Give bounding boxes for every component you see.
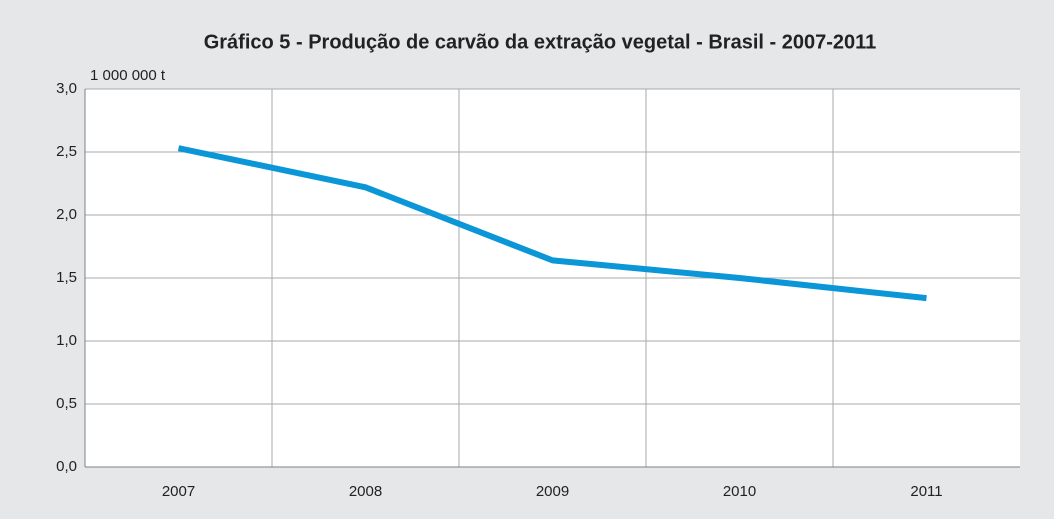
chart-title: Gráfico 5 - Produção de carvão da extraç… [204,31,877,53]
y-tick-label: 1,5 [56,269,77,286]
x-tick-label: 2009 [536,483,569,500]
data-line [177,145,927,302]
y-tick-label: 2,0 [56,206,77,223]
x-tick-label: 2010 [723,483,756,500]
x-tick-label: 2007 [162,483,195,500]
y-axis-label: 1 000 000 t [90,67,166,84]
y-tick-label: 0,0 [56,458,77,475]
x-tick-label: 2008 [349,483,382,500]
y-tick-label: 1,0 [56,332,77,349]
y-tick-label: 0,5 [56,395,77,412]
y-tick-label: 3,0 [56,80,77,97]
y-tick-label: 2,5 [56,143,77,160]
x-tick-label: 2011 [910,483,942,500]
